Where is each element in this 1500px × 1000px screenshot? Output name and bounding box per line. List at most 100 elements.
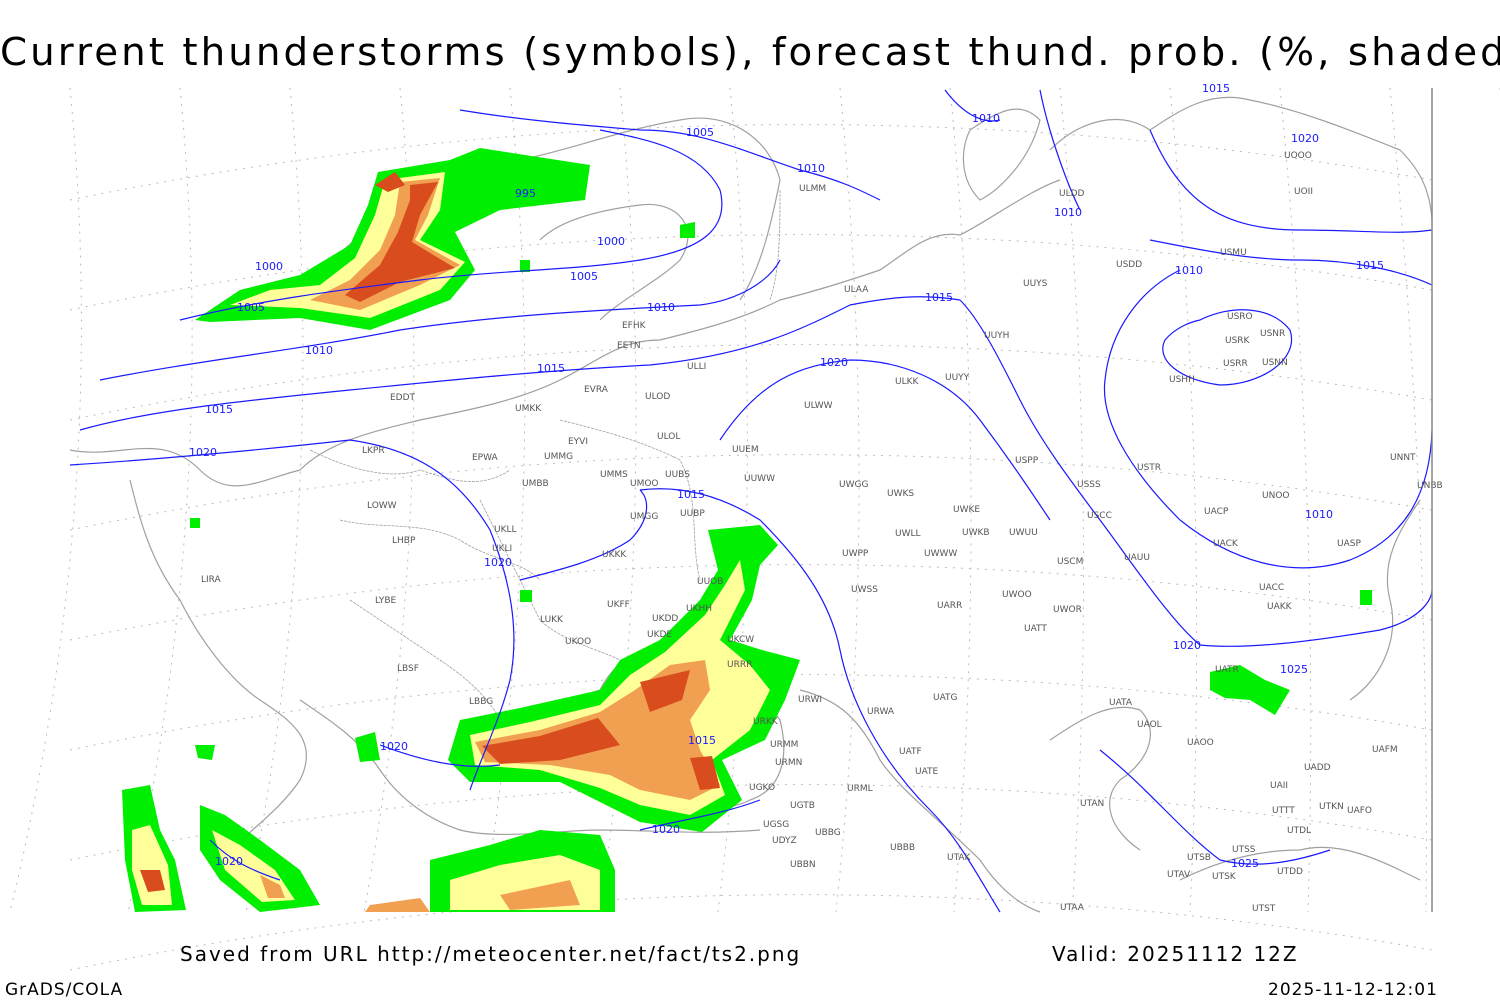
isobar-label: 1015	[1202, 82, 1230, 95]
station-label: UNOO	[1262, 491, 1290, 501]
isobar-label: 1015	[677, 488, 705, 501]
isobar-label: 1020	[189, 446, 217, 459]
station-label: UTSS	[1232, 845, 1256, 855]
station-label: UUBP	[680, 509, 705, 519]
isobar-label: 995	[515, 187, 536, 200]
valid-time-text: Valid: 20251112 12Z	[1052, 942, 1299, 966]
timestamp-text: 2025-11-12-12:01	[1268, 980, 1438, 1000]
isobars	[69, 89, 1433, 913]
station-label: UUYY	[945, 373, 970, 383]
station-label: LUKK	[540, 615, 564, 625]
borders	[309, 189, 781, 721]
station-label: UATF	[899, 747, 922, 757]
station-label: URKK	[753, 717, 779, 727]
station-label: UNNT	[1390, 453, 1416, 463]
isobar-label: 1020	[380, 740, 408, 753]
station-label: UMOO	[630, 479, 659, 489]
credit-text: GrADS/COLA	[5, 980, 124, 1000]
isobar-label: 1010	[305, 344, 333, 357]
isobar-label: 1025	[1280, 663, 1308, 676]
isobar-label: 1015	[1356, 259, 1384, 272]
isobar-label: 1000	[597, 235, 625, 248]
station-label: UBBG	[815, 828, 841, 838]
isobar-label: 1005	[570, 270, 598, 283]
station-label: UTSK	[1212, 872, 1237, 882]
station-label: UWGG	[839, 480, 868, 490]
parallel-line	[69, 344, 1433, 421]
station-label: UAKK	[1267, 602, 1293, 612]
isobar-label: 1025	[1231, 857, 1259, 870]
isobar-label: 1020	[1291, 132, 1319, 145]
station-label: USCC	[1087, 511, 1112, 521]
isobar-label: 1010	[972, 112, 1000, 125]
station-label: EYVI	[568, 437, 588, 447]
station-label: LHBP	[392, 536, 416, 546]
station-label: UTKN	[1319, 802, 1344, 812]
station-label: LIRA	[201, 575, 222, 585]
station-label: UKDE	[647, 630, 672, 640]
station-label: ULLI	[687, 362, 706, 372]
isobar-label: 1005	[686, 126, 714, 139]
station-label: UATE	[915, 767, 939, 777]
station-label: ULMM	[799, 184, 826, 194]
station-label: USDD	[1116, 260, 1142, 270]
station-label: USSS	[1077, 480, 1101, 490]
thunderstorm-probability-shading	[122, 148, 1372, 912]
station-label: EETN	[617, 341, 641, 351]
station-label: LYBE	[375, 596, 396, 606]
meridian-line	[9, 87, 82, 913]
station-label: URMN	[775, 758, 802, 768]
station-label: UKCW	[727, 635, 754, 645]
station-label: URWI	[798, 695, 822, 705]
isobar-label: 1005	[237, 301, 265, 314]
station-label: UKFF	[607, 600, 630, 610]
isobar-label: 1010	[797, 162, 825, 175]
station-label: UWSS	[851, 585, 878, 595]
meridian-line	[1169, 87, 1198, 913]
station-label: UGKO	[749, 783, 775, 793]
isobar-label: 1020	[820, 356, 848, 369]
station-label: UUEM	[732, 445, 759, 455]
station-label: UARR	[937, 601, 962, 611]
station-label: UDYZ	[772, 836, 797, 846]
station-label: UATA	[1109, 698, 1133, 708]
station-label: EDDT	[390, 393, 416, 403]
station-label: UACP	[1204, 507, 1229, 517]
station-label: UACC	[1259, 583, 1284, 593]
station-label: USRO	[1227, 312, 1253, 322]
station-label: UGSG	[763, 820, 789, 830]
meridian-line	[1389, 87, 1427, 913]
isobar-label: 1010	[1175, 264, 1203, 277]
station-label: UAOO	[1187, 738, 1214, 748]
station-label: URML	[847, 784, 873, 794]
station-label: ULAA	[844, 285, 869, 295]
isobar-labels: 1005 1010 1010 995 1000 1005 1010 1000 1005 1010 1…	[189, 82, 1384, 870]
station-label: EPWA	[472, 453, 499, 463]
station-label: UADD	[1304, 763, 1331, 773]
station-label: UTDD	[1277, 867, 1303, 877]
station-labels: EDDT EPWA LKPR LOWW LHBP LIRA LYBE LBSF LBBG UKLL…	[201, 151, 1443, 914]
station-label: UMMG	[544, 452, 573, 462]
station-label: LBBG	[469, 697, 493, 707]
station-label: UWUU	[1009, 528, 1038, 538]
station-label: UMKK	[515, 404, 542, 414]
station-label: UBBN	[790, 860, 816, 870]
station-label: UAFO	[1347, 806, 1372, 816]
station-label: ULOD	[645, 392, 670, 402]
station-label: UWKS	[887, 489, 914, 499]
station-label: UATG	[933, 693, 958, 703]
station-label: UTTT	[1272, 806, 1295, 816]
station-label: UTAA	[1060, 903, 1085, 913]
station-label: UTAN	[1080, 799, 1104, 809]
station-label: LOWW	[367, 501, 397, 511]
station-label: UBBB	[890, 843, 915, 853]
station-label: UAUU	[1124, 553, 1150, 563]
station-label: LBSF	[397, 664, 419, 674]
station-label: USMU	[1220, 248, 1247, 258]
station-label: UKHH	[686, 604, 712, 614]
station-label: UTDL	[1287, 826, 1311, 836]
isobar-label: 1015	[537, 362, 565, 375]
station-label: UKLI	[492, 544, 512, 554]
isobar-label: 1020	[215, 855, 243, 868]
station-label: URWA	[867, 707, 895, 717]
